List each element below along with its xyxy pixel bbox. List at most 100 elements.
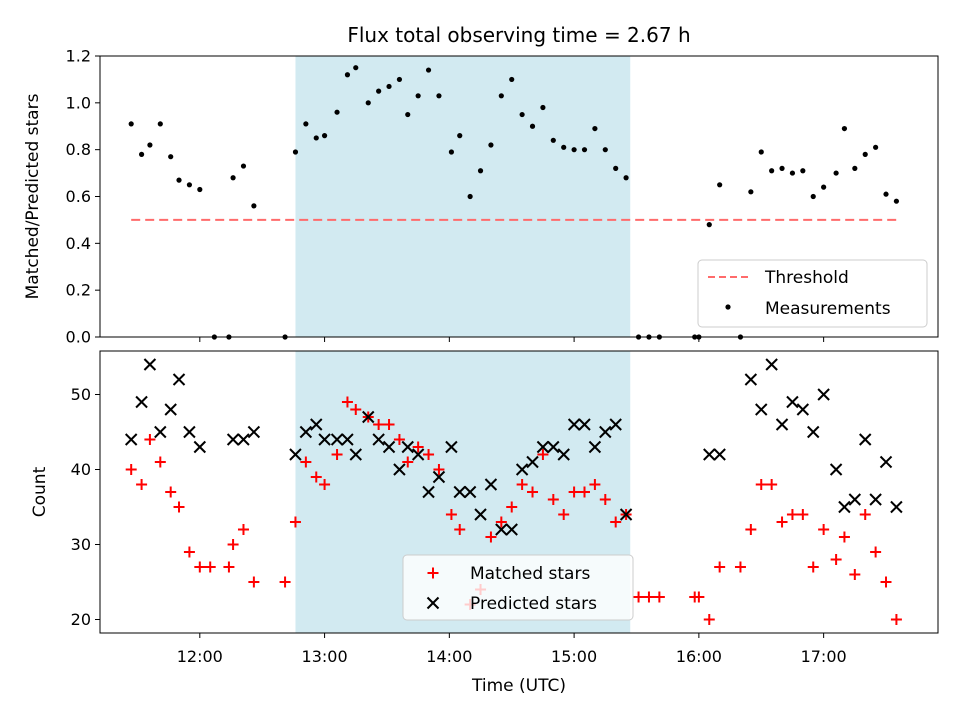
marker-stroke [713,448,726,461]
marker-stroke [817,388,830,401]
predicted-star-point [536,440,550,454]
measurement-point [841,125,848,132]
predicted-star-point [838,500,851,514]
matched-star-point [506,501,518,513]
predicted-star-point [463,485,477,499]
predicted-star-point [495,523,508,536]
marker-stroke [318,433,331,446]
marker-stroke [135,395,148,409]
marker-stroke [237,433,250,446]
matched-star-point [331,449,343,460]
measurement-point [581,147,588,153]
marker-stroke [796,403,810,416]
predicted-star-point [786,395,799,409]
marker-stroke [786,395,799,409]
count-legend-box [402,554,634,621]
x-tick-label: 12:00 [177,647,223,666]
threshold-legend-label: Threshold [764,268,849,288]
matched-star-point [527,486,539,498]
predicted-star-point [237,433,250,446]
matched-star-point [568,486,580,498]
predicted-star-point [599,425,612,439]
matched-star-point [125,464,137,475]
measurement-point [477,168,484,174]
marker-stroke [599,425,612,439]
marker-stroke [426,596,440,610]
matched-star-point [319,479,331,490]
predicted-star-point [619,508,633,521]
measurement-point [748,189,754,195]
predicted-star-point [341,433,354,446]
matched-star-point [154,456,166,468]
predicted-star-point [432,470,446,484]
marker-stroke [859,433,872,446]
matched-star-point [589,479,601,490]
matched-star-point [144,434,156,445]
matched-star-point [703,614,715,625]
predicted-star-point [289,448,302,461]
marker-stroke [154,425,167,439]
marker-stroke [445,440,458,454]
measurement-point [623,175,629,181]
marker-stroke [411,448,425,461]
measurement-point [425,67,432,73]
predicted-star-point [382,440,396,454]
measurement-point [415,93,421,99]
matched-star-point [310,471,322,483]
predicted-star-point [135,395,148,409]
matched-star-point [653,591,665,603]
measurement-point [251,203,257,209]
predicted-star-point [226,433,240,446]
matched-star-point [745,524,757,535]
y-tick-label: 0.8 [66,140,91,159]
marker-stroke [401,440,414,454]
measurement-point [509,76,515,83]
matched-star-point [516,479,528,490]
measurement-point [176,177,182,183]
matched-star-point [485,531,497,543]
predicted-star-point [164,403,177,416]
marker-stroke [515,463,529,476]
matched-star-point [766,479,778,490]
measurement-point [529,123,536,129]
predicted-star-point [796,403,810,416]
predicted-star-point [817,388,830,401]
measurement-point [833,170,839,176]
measurement-point [186,182,193,188]
matched-star-point [818,524,830,535]
measurement-point [498,93,504,99]
legend-marker [427,567,439,579]
measurement-point [519,111,525,118]
predicted-star-point [401,440,414,454]
marker-stroke [879,455,893,469]
marker-stroke [505,523,518,536]
matched-star-point [454,524,466,535]
matched-star-point [714,561,726,573]
matched-star-point [786,509,798,520]
measurement-point [873,144,879,150]
matched-star-point [341,396,353,408]
marker-stroke [453,485,466,499]
measurement-point [613,165,619,171]
matched-star-point [537,449,549,460]
matched-star-point [797,509,809,520]
y-tick-label: 40 [71,460,91,479]
matched-star-point [373,419,385,430]
marker-stroke [526,455,539,469]
matched-star-point [279,576,291,588]
measurement-point [396,76,403,83]
predicted-star-point [869,493,882,506]
predicted-star-point [411,448,425,461]
measurement-point [386,83,392,90]
predicted-star-point [143,358,157,371]
measurement-point [313,135,319,141]
predicted-star-point [744,373,758,386]
x-tick-label: 17:00 [801,647,847,666]
measurement-point [571,147,577,153]
matched-star-point [248,576,260,588]
marker-stroke [557,448,570,461]
marker-stroke [765,358,778,371]
legend-marker [426,596,440,610]
matched-star-point [300,456,312,468]
matched-star-point [194,561,206,573]
